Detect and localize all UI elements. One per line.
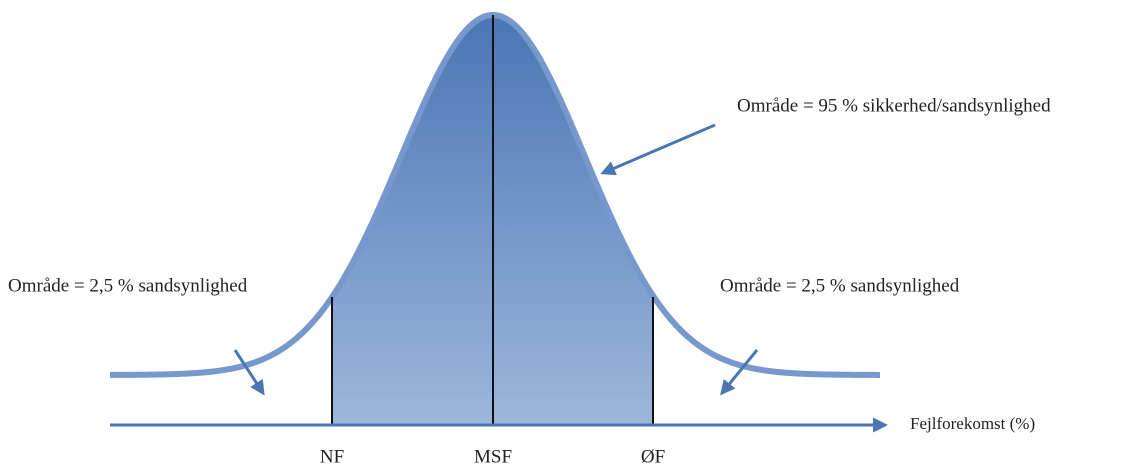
left-annotation: Område = 2,5 % sandsynlighed: [8, 275, 248, 296]
bell-curve: [109, 12, 881, 378]
right-annotation: Område = 2,5 % sandsynlighed: [720, 275, 960, 296]
center-arrow: [600, 123, 716, 176]
left-arrow: [233, 349, 265, 396]
right-arrow: [720, 349, 759, 396]
tick-label: NF: [320, 446, 344, 467]
axis-label: Fejlforekomst (%): [910, 414, 1035, 433]
center-annotation: Område = 95 % sikkerhed/sandsynlighed: [737, 95, 1051, 116]
tick-label: MSF: [474, 446, 512, 467]
tick-label: ØF: [641, 446, 665, 467]
